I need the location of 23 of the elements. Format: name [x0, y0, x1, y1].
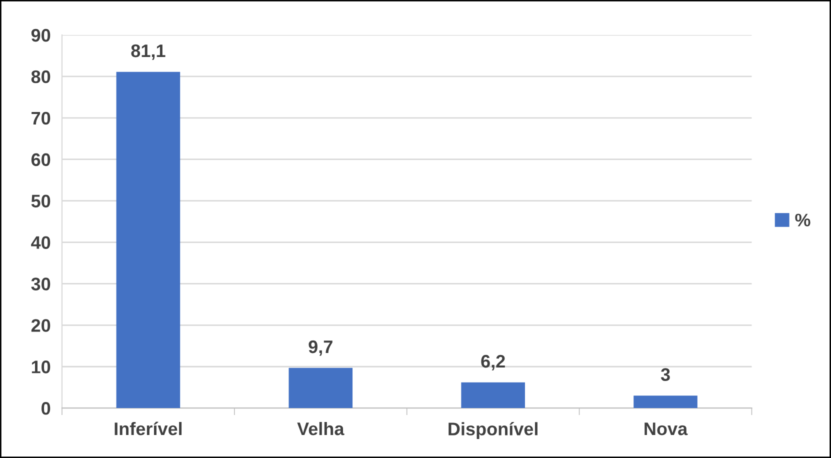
y-tick-label: 30 — [31, 278, 50, 290]
x-tick-label: Nova — [644, 422, 688, 436]
y-tick-label: 0 — [42, 402, 50, 415]
data-label: 81,1 — [131, 44, 166, 60]
y-tick-label: 70 — [32, 112, 50, 125]
data-label: 6,2 — [481, 354, 505, 370]
bar — [634, 396, 698, 408]
y-tick-label: 90 — [31, 28, 50, 42]
y-tick-label: 80 — [31, 70, 50, 84]
y-tick-label: 60 — [31, 153, 50, 166]
bar — [116, 72, 180, 408]
legend-label: % — [795, 214, 810, 226]
data-label: 3 — [660, 368, 670, 381]
x-tick-label: Inferível — [114, 422, 182, 436]
y-tick-label: 50 — [31, 194, 50, 208]
x-tick-label: Disponível — [448, 422, 538, 439]
y-tick-label: 10 — [32, 360, 50, 374]
data-label: 9,7 — [308, 340, 332, 356]
bar — [288, 368, 353, 408]
x-tick-label: Velha — [297, 422, 344, 436]
y-tick-label: 40 — [31, 236, 50, 249]
y-tick-label: 20 — [31, 319, 50, 332]
bar — [461, 382, 525, 408]
